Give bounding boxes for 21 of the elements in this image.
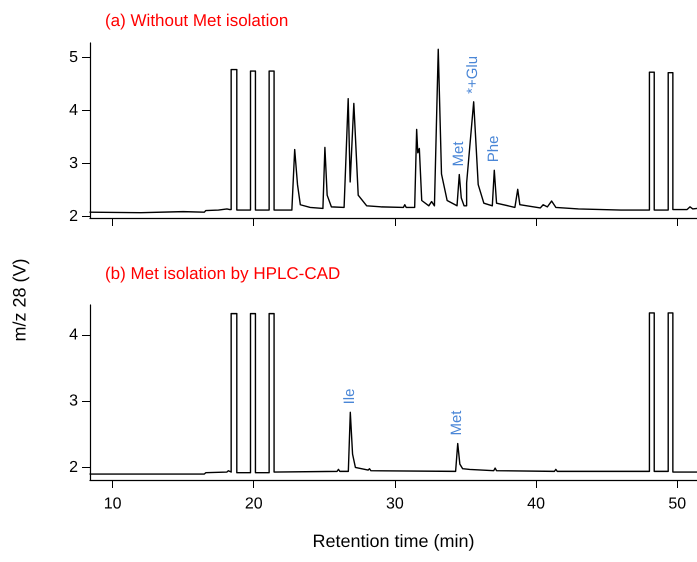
y-tick-label: 4 — [69, 326, 78, 344]
annotation: Met — [450, 140, 467, 167]
annotation: Met — [448, 410, 466, 436]
y-tick-label: 3 — [69, 154, 78, 172]
annotation: Phe — [484, 136, 502, 162]
annotation: Ile — [340, 388, 358, 404]
annotation: *+Glu — [464, 56, 482, 94]
y-axis-title: m/z 28 (V) — [10, 258, 30, 342]
y-tick-label: 2 — [69, 458, 78, 476]
y-tick-label: 3 — [69, 392, 78, 410]
x-tick-label: 10 — [104, 496, 122, 512]
y-tick-label: 5 — [69, 48, 78, 66]
y-tick-label: 4 — [69, 102, 78, 119]
y-tick-label: 2 — [69, 208, 78, 225]
chart-title: (b) Met isolation by HPLC-CAD — [105, 264, 340, 283]
chart-title: (a) Without Met isolation — [105, 11, 288, 30]
x-tick-label: 20 — [244, 496, 263, 512]
x-tick-label: 40 — [527, 496, 546, 512]
x-tick-label: 50 — [668, 496, 686, 512]
x-tick-label: 30 — [386, 496, 404, 512]
x-axis-title: Retention time (min) — [312, 531, 475, 551]
